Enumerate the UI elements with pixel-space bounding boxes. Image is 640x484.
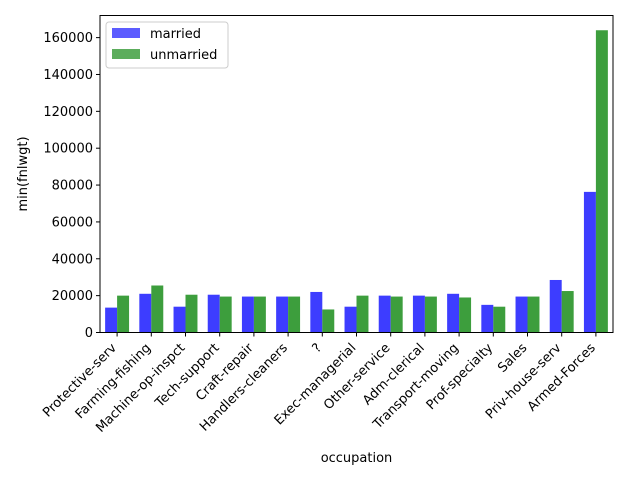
legend-label-married: married [150,27,201,42]
x-axis-title: occupation [321,451,393,466]
bar-married-farming-fishing [139,293,152,333]
bar-unmarried-armed-forces [595,30,608,333]
bar-married-transport-moving [447,293,460,333]
bar-unmarried-farming-fishing [151,285,164,333]
bar-married-priv-house-serv [549,279,562,333]
bar-married-handlers-cleaners [276,296,289,333]
y-tick-label: 40000 [52,252,93,267]
bar-married-protective-serv [105,307,118,333]
bar-unmarried-protective-serv [117,295,130,333]
bar-unmarried-machine-op-inspct [185,294,198,333]
bar-married-craft-repair [241,296,254,333]
y-axis-title: min(fnlwgt) [16,136,31,211]
bars-layer [105,30,608,333]
legend-label-unmarried: unmarried [150,48,217,63]
bar-married-adm-clerical [412,295,425,333]
y-tick-label: 160000 [43,31,93,46]
bar-unmarried-transport-moving [459,297,472,333]
bar-unmarried-tech-support [219,296,232,333]
bar-unmarried-prof-specialty [493,306,506,333]
bar-unmarried-sales [527,296,540,333]
y-tick-label: 120000 [43,105,93,120]
y-tick-label: 100000 [43,142,93,157]
bar-unmarried-unknown [322,309,335,333]
bar-unmarried-adm-clerical [424,296,437,333]
y-tick-label: 140000 [43,68,93,83]
bar-unmarried-priv-house-serv [561,291,574,333]
bar-married-tech-support [207,294,220,333]
bar-unmarried-exec-managerial [356,295,369,333]
legend-swatch-unmarried [112,49,140,59]
y-axis: 0 20000 40000 60000 80000 100000 120000 140000 1… [43,31,100,341]
legend-swatch-married [112,28,140,38]
bar-unmarried-craft-repair [253,296,266,333]
bar-married-machine-op-inspct [173,306,186,333]
x-axis: Protective-servFarming-fishingMachine-op… [40,332,599,436]
y-tick-label: 0 [85,326,93,341]
bar-married-prof-specialty [481,304,494,333]
bar-married-exec-managerial [344,306,357,333]
bar-married-sales [515,296,528,333]
legend: married unmarried [105,21,229,69]
y-tick-label: 80000 [52,179,93,194]
bar-unmarried-other-service [390,296,403,333]
bar-married-unknown [310,291,323,333]
y-tick-label: 20000 [52,289,93,304]
x-tick-label: ? [310,341,325,356]
y-tick-label: 60000 [52,215,93,230]
bar-unmarried-handlers-cleaners [288,296,301,333]
bar-married-armed-forces [583,191,596,333]
bar-married-other-service [378,295,391,333]
